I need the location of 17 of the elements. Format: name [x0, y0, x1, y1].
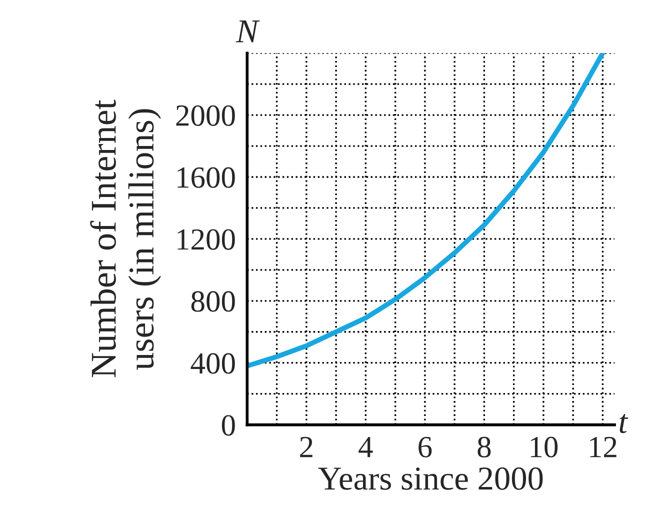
y-tick-label: 0 — [222, 415, 235, 436]
y-tick-label: 800 — [191, 291, 235, 312]
y-tick-label: 2000 — [176, 105, 235, 126]
text: t — [620, 414, 628, 434]
y-tick-label: 400 — [190, 353, 235, 374]
y-tick-label: 1200 — [178, 229, 235, 250]
x-tick-label: 8 — [478, 436, 491, 458]
text: N — [236, 20, 260, 42]
x-tick-label: 12 — [590, 436, 616, 458]
x-tick-label: 10 — [530, 436, 558, 458]
line-series — [247, 53, 606, 368]
x-axis-title: Years since 2000 — [318, 467, 543, 490]
y-tick-label: 1600 — [178, 167, 235, 188]
x-tick-label: 4 — [358, 437, 373, 458]
x-tick-label: 2 — [300, 436, 312, 458]
y-axis-title: Number of Internet users (in millions) — [90, 100, 162, 378]
x-tick-label: 6 — [418, 436, 432, 458]
